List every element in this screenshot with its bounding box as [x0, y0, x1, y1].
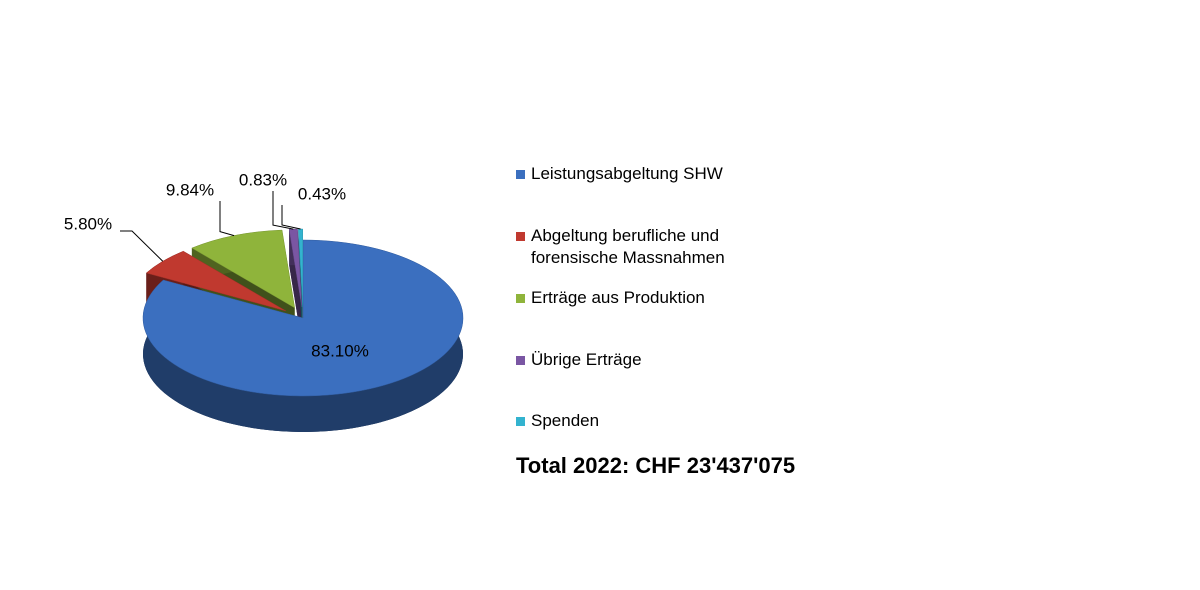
leader-line: [281, 205, 301, 230]
legend-item: Übrige Erträge: [516, 349, 781, 371]
data-label: 5.80%: [64, 214, 112, 233]
legend-label: Erträge aus Produktion: [531, 288, 705, 307]
legend-item: Spenden: [516, 410, 781, 432]
leader-line: [120, 230, 164, 262]
legend-swatch: [516, 232, 525, 241]
legend-swatch: [516, 170, 525, 179]
data-label: 83.10%: [311, 341, 369, 360]
legend-item: Leistungsabgeltung SHW: [516, 163, 781, 185]
legend-label: Leistungsabgeltung SHW: [531, 164, 723, 183]
data-label: 0.83%: [239, 170, 287, 189]
total-annotation: Total 2022: CHF 23'437'075: [516, 453, 796, 478]
leader-line: [219, 201, 235, 237]
legend-label: Spenden: [531, 411, 600, 430]
legend-item: Erträge aus Produktion: [516, 287, 781, 309]
legend-swatch: [516, 356, 525, 365]
slice: [142, 239, 464, 397]
legend-label: Abgeltung berufliche und forensische Mas…: [531, 226, 725, 267]
slice: [191, 229, 296, 309]
slice: [288, 228, 303, 308]
legend-swatch: [516, 294, 525, 303]
legend-swatch: [516, 417, 525, 426]
legend-label: Übrige Erträge: [531, 350, 642, 369]
data-label: 0.43%: [298, 184, 346, 203]
slice: [145, 250, 287, 312]
leader-line: [272, 191, 294, 230]
legend-item: Abgeltung berufliche und forensische Mas…: [516, 225, 781, 269]
data-label: 9.84%: [166, 180, 214, 199]
